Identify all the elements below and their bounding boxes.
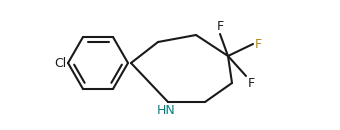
Text: Cl: Cl bbox=[54, 57, 66, 70]
Text: HN: HN bbox=[157, 104, 175, 117]
Text: F: F bbox=[217, 20, 224, 33]
Text: F: F bbox=[248, 77, 255, 90]
Text: F: F bbox=[255, 37, 262, 50]
